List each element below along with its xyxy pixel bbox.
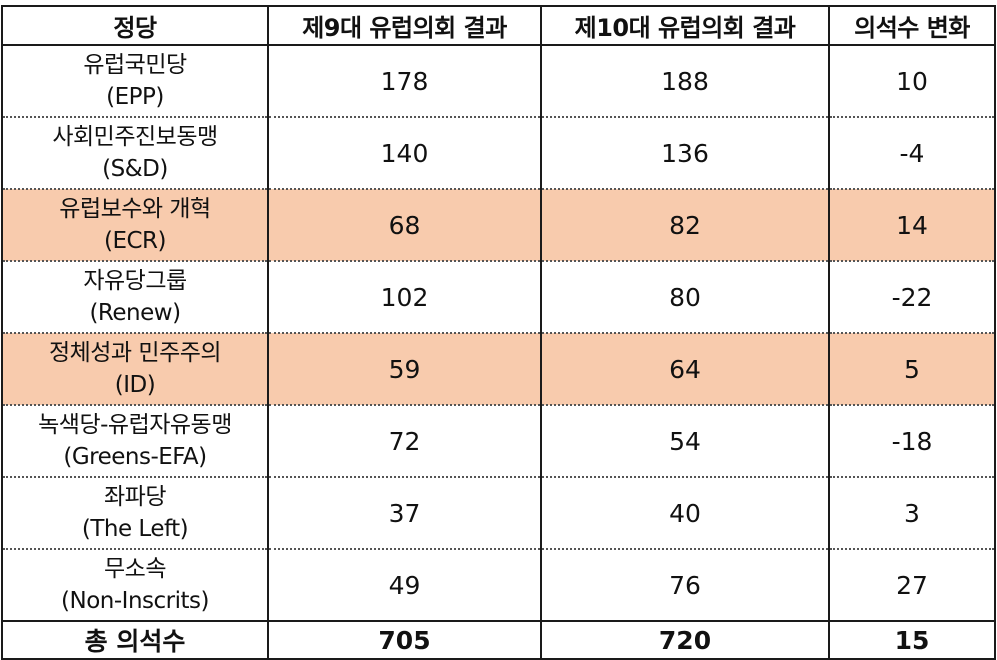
header-row: 정당 제9대 유럽의회 결과 제10대 유럽의회 결과 의석수 변화	[1, 5, 996, 46]
header-party: 정당	[1, 5, 269, 46]
table-row-highlighted: 유럽보수와 개혁 (ECR) 68 82 14	[1, 189, 996, 262]
term10-seats: 80	[540, 261, 830, 334]
term10-seats: 54	[540, 405, 830, 478]
party-abbr: (ID)	[114, 372, 156, 398]
seat-change: 27	[828, 549, 996, 622]
header-change: 의석수 변화	[828, 5, 996, 46]
party-name: 사회민주진보동맹	[52, 124, 218, 150]
header-term9: 제9대 유럽의회 결과	[267, 5, 542, 46]
table-row: 자유당그룹 (Renew) 102 80 -22	[1, 261, 996, 334]
party-name: 자유당그룹	[83, 268, 187, 294]
seat-change: 10	[828, 45, 996, 118]
seat-change: -4	[828, 117, 996, 190]
party-cell: 무소속 (Non-Inscrits)	[1, 549, 269, 622]
party-abbr: (EPP)	[106, 84, 164, 110]
total-term9: 705	[267, 620, 542, 660]
party-cell: 자유당그룹 (Renew)	[1, 261, 269, 334]
seat-change: -22	[828, 261, 996, 334]
party-abbr: (Renew)	[89, 300, 181, 326]
table-row: 녹색당-유럽자유동맹 (Greens-EFA) 72 54 -18	[1, 405, 996, 478]
header-term10: 제10대 유럽의회 결과	[540, 5, 830, 46]
party-cell: 유럽국민당 (EPP)	[1, 45, 269, 118]
total-term10: 720	[540, 620, 830, 660]
european-parliament-results-table: 정당 제9대 유럽의회 결과 제10대 유럽의회 결과 의석수 변화 유럽국민당…	[1, 5, 996, 660]
table-row: 사회민주진보동맹 (S&D) 140 136 -4	[1, 117, 996, 190]
seat-change: 3	[828, 477, 996, 550]
table-row-highlighted: 정체성과 민주주의 (ID) 59 64 5	[1, 333, 996, 406]
party-abbr: (S&D)	[102, 156, 168, 182]
term10-seats: 40	[540, 477, 830, 550]
total-label: 총 의석수	[1, 620, 269, 660]
party-cell: 녹색당-유럽자유동맹 (Greens-EFA)	[1, 405, 269, 478]
table-row: 무소속 (Non-Inscrits) 49 76 27	[1, 549, 996, 622]
party-cell: 유럽보수와 개혁 (ECR)	[1, 189, 269, 262]
seat-change: -18	[828, 405, 996, 478]
table-row: 좌파당 (The Left) 37 40 3	[1, 477, 996, 550]
party-abbr: (ECR)	[103, 228, 167, 254]
party-cell: 정체성과 민주주의 (ID)	[1, 333, 269, 406]
term9-seats: 37	[267, 477, 542, 550]
party-name: 정체성과 민주주의	[48, 340, 222, 366]
party-abbr: (The Left)	[81, 516, 189, 542]
total-change: 15	[828, 620, 996, 660]
term10-seats: 136	[540, 117, 830, 190]
term9-seats: 178	[267, 45, 542, 118]
term9-seats: 72	[267, 405, 542, 478]
party-name: 유럽보수와 개혁	[59, 196, 211, 222]
party-cell: 사회민주진보동맹 (S&D)	[1, 117, 269, 190]
term9-seats: 140	[267, 117, 542, 190]
party-name: 유럽국민당	[83, 52, 187, 78]
term9-seats: 49	[267, 549, 542, 622]
term10-seats: 82	[540, 189, 830, 262]
table-row: 유럽국민당 (EPP) 178 188 10	[1, 45, 996, 118]
party-abbr: (Greens-EFA)	[63, 444, 207, 470]
term9-seats: 102	[267, 261, 542, 334]
term10-seats: 64	[540, 333, 830, 406]
party-abbr: (Non-Inscrits)	[61, 588, 209, 614]
seat-change: 14	[828, 189, 996, 262]
party-cell: 좌파당 (The Left)	[1, 477, 269, 550]
term9-seats: 59	[267, 333, 542, 406]
party-name: 무소속	[104, 556, 166, 582]
term10-seats: 76	[540, 549, 830, 622]
term9-seats: 68	[267, 189, 542, 262]
seat-change: 5	[828, 333, 996, 406]
party-name: 녹색당-유럽자유동맹	[38, 412, 232, 438]
total-row: 총 의석수 705 720 15	[1, 620, 996, 660]
party-name: 좌파당	[104, 484, 166, 510]
term10-seats: 188	[540, 45, 830, 118]
